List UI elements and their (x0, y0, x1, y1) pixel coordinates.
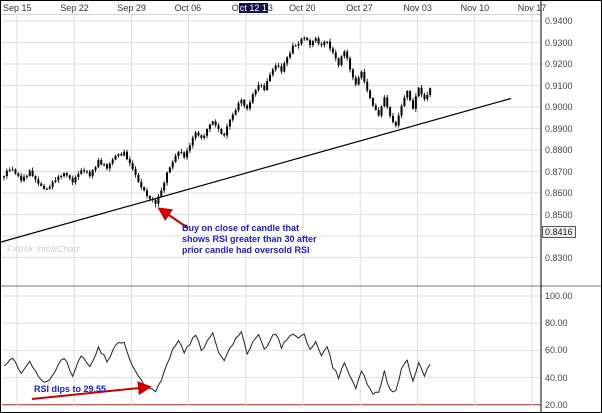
price-axis-boxed-value: 0.8416 (542, 226, 576, 238)
candlestick-series (3, 36, 432, 208)
buy-arrow (157, 207, 189, 229)
buy-annotation-line: Buy on close of candle that (182, 223, 300, 233)
chart-watermark: FXtrek IntelliChart (7, 244, 80, 254)
rsi-dip-arrow (31, 381, 152, 400)
buy-annotation-line: prior candle had oversold RSI (182, 245, 310, 255)
rsi-line (3, 330, 431, 395)
support-trendline (1, 97, 512, 243)
buy-annotation-line: shows RSI greater than 30 after (182, 234, 317, 244)
buy-annotation: Buy on close of candle that shows RSI gr… (182, 223, 317, 256)
rsi-dip-annotation: RSI dips to 29.55. (34, 384, 109, 394)
